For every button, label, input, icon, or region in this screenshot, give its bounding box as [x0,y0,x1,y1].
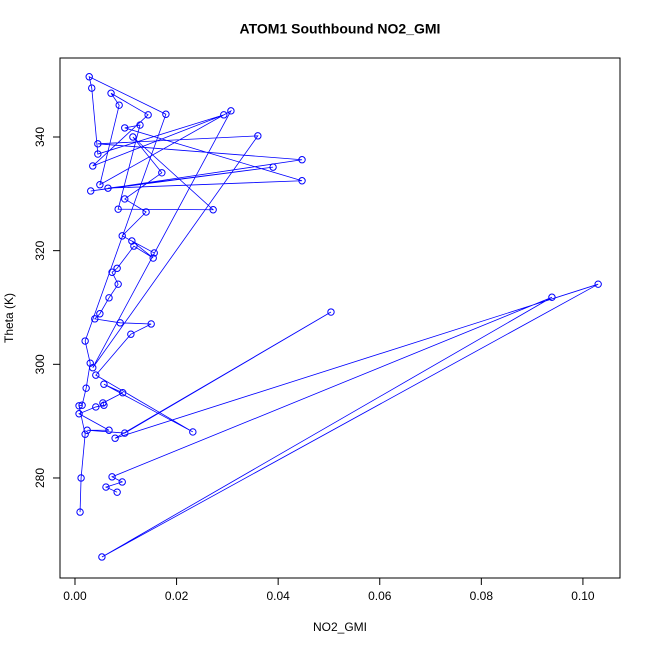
data-point [113,264,121,272]
data-point [82,384,90,392]
data-point [118,478,126,486]
data-point [121,195,129,203]
data-point [119,389,127,397]
data-point [269,163,277,171]
data-point [89,162,97,170]
data-point [81,337,89,345]
data-point [594,280,602,288]
x-tick-label: 0.10 [571,589,595,603]
data-point [100,380,108,388]
data-point [92,371,100,379]
data-point [147,320,155,328]
data-point [96,181,104,189]
data-point [105,426,113,434]
data-point [108,473,116,481]
chart-title: ATOM1 Southbound NO2_GMI [240,21,441,37]
data-point [189,428,197,436]
data-point [548,293,556,301]
data-point [89,364,97,372]
data-point [115,101,123,109]
data-point [87,187,95,195]
data-point [142,208,150,216]
data-point [94,140,102,148]
data-point [108,268,116,276]
data-point [130,242,138,250]
data-point [298,177,306,185]
data-point [114,205,122,213]
data-point [127,330,135,338]
x-axis-label: NO2_GMI [313,620,367,634]
y-tick-label: 280 [33,468,47,488]
data-point [128,237,136,245]
y-tick-label: 300 [33,354,47,374]
data-point [118,232,126,240]
data-point [77,474,85,482]
data-point [92,403,100,411]
data-point [98,553,106,561]
data-point [150,249,158,257]
data-point [121,124,129,132]
data-point [121,429,129,437]
x-tick-label: 0.06 [368,589,392,603]
data-point [111,434,119,442]
x-tick-label: 0.02 [165,589,189,603]
data-point [91,315,99,323]
data-point [129,133,137,141]
x-tick-label: 0.08 [470,589,494,603]
data-point [107,89,115,97]
data-point [76,508,84,516]
data-point [75,410,83,418]
data-point [136,121,144,129]
data-point [104,184,112,192]
data-point [94,150,102,158]
x-tick-label: 0.04 [266,589,290,603]
data-point [227,107,235,115]
data-point [254,132,262,140]
data-point [100,401,108,409]
data-point [81,430,89,438]
data-point [105,294,113,302]
data-point [116,319,124,327]
y-tick-label: 320 [33,240,47,260]
data-point [220,111,228,119]
data-point [83,426,91,434]
data-point [75,402,83,410]
data-point [149,254,157,262]
x-tick-label: 0.00 [63,589,87,603]
data-point [88,84,96,92]
data-point [114,280,122,288]
data-point [209,206,217,214]
data-point [78,401,86,409]
data-point [298,156,306,164]
data-point [144,111,152,119]
data-point [102,483,110,491]
series-line [78,76,599,558]
data-point [158,169,166,177]
data-point [96,310,104,318]
data-point [85,73,93,81]
y-tick-label: 340 [33,127,47,147]
y-axis-label: Theta (K) [2,293,16,343]
data-point [162,110,170,118]
data-point [327,308,335,316]
data-point [113,488,121,496]
